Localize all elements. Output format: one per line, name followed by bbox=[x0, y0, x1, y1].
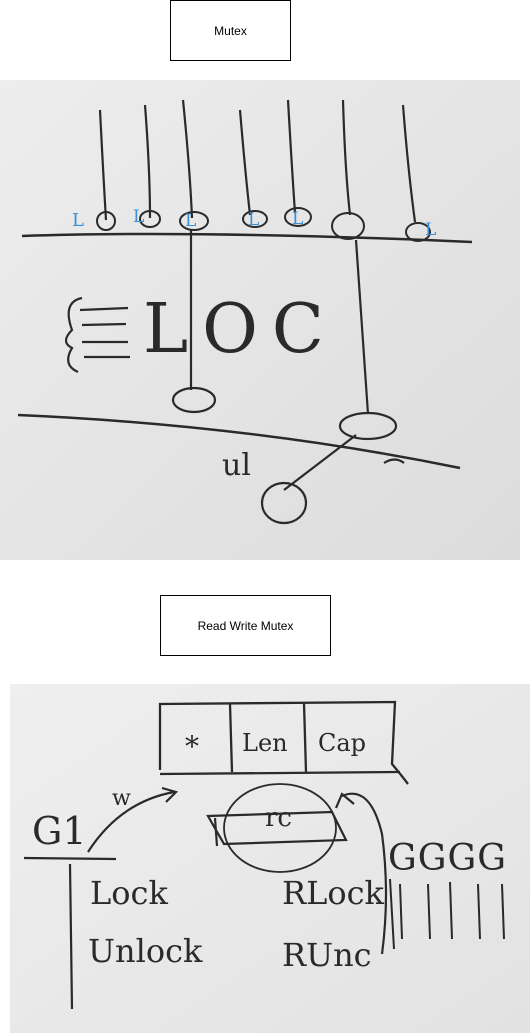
strand bbox=[98, 109, 108, 221]
rc-circle bbox=[223, 783, 337, 873]
group-line bbox=[389, 878, 395, 950]
brace-lines bbox=[79, 306, 130, 359]
lock-mark: L bbox=[292, 209, 303, 229]
mutex-title: Mutex bbox=[214, 23, 247, 38]
goroutine-group-lines bbox=[389, 878, 505, 950]
lock-mark: L bbox=[133, 207, 144, 227]
read-arrow bbox=[334, 792, 388, 955]
brace bbox=[64, 296, 83, 374]
resource-loop bbox=[171, 386, 217, 414]
lock-mark: L bbox=[425, 220, 436, 240]
loop bbox=[331, 212, 365, 240]
strand bbox=[238, 109, 252, 216]
goroutine-group-label: GGGG bbox=[388, 838, 507, 879]
loop bbox=[284, 207, 312, 227]
lock-mark: L bbox=[185, 211, 196, 231]
group-line bbox=[427, 883, 431, 940]
waiting-loop bbox=[260, 481, 308, 525]
runlock-label: RUnc bbox=[282, 936, 372, 974]
slice-box-bottom bbox=[159, 770, 401, 776]
rw-mutex-title-box: Read Write Mutex bbox=[160, 595, 331, 656]
g1-underline bbox=[23, 856, 117, 861]
rc-label: rc bbox=[265, 803, 292, 833]
loop bbox=[139, 210, 161, 228]
group-line bbox=[477, 883, 481, 940]
lock-label: Lock bbox=[90, 874, 168, 912]
mutex-title-box: Mutex bbox=[170, 0, 291, 61]
lock-marks: L L L L L L bbox=[72, 207, 436, 240]
rw-mutex-title: Read Write Mutex bbox=[197, 618, 294, 633]
strand bbox=[286, 99, 297, 214]
slice-len-label: Len bbox=[242, 729, 288, 757]
rc-tick bbox=[213, 817, 219, 847]
mutex-whiteboard-image: L L L L L L LOC ul bbox=[0, 80, 520, 560]
top-line bbox=[21, 232, 473, 244]
group-line bbox=[449, 881, 453, 940]
goroutine-label: G1 bbox=[32, 809, 87, 853]
resource-loop bbox=[338, 411, 398, 441]
rc-box bbox=[206, 810, 348, 846]
strand-loops bbox=[96, 207, 431, 242]
rw-mutex-whiteboard-image: * Len Cap G1 w rc Lock Unlock RLock RUnc… bbox=[10, 684, 530, 1033]
slice-cap-label: Cap bbox=[318, 729, 366, 757]
write-arrow bbox=[87, 786, 179, 853]
strand bbox=[181, 99, 194, 219]
ul-label: ul bbox=[222, 448, 251, 483]
rlock-label: RLock bbox=[282, 874, 385, 912]
loc-text: LOC bbox=[143, 290, 338, 369]
bottom-line bbox=[17, 413, 461, 470]
strand bbox=[341, 99, 352, 216]
slice-ptr-label: * bbox=[185, 730, 199, 763]
loop bbox=[179, 211, 209, 231]
loop bbox=[242, 210, 268, 228]
brace-line bbox=[79, 306, 129, 312]
slice-divider bbox=[302, 702, 308, 773]
group-line bbox=[501, 883, 505, 940]
mutex-diagram: L L L L L L LOC ul bbox=[0, 80, 520, 560]
brace-line bbox=[81, 322, 127, 327]
connector bbox=[283, 434, 357, 491]
goroutine-strands bbox=[98, 99, 417, 223]
tick bbox=[383, 458, 405, 464]
unlock-label: Unlock bbox=[88, 932, 203, 970]
slice-header bbox=[158, 700, 409, 785]
strand bbox=[401, 104, 417, 223]
loop bbox=[96, 211, 116, 231]
whiteboard-background bbox=[0, 80, 520, 560]
strand bbox=[143, 104, 152, 219]
group-line bbox=[399, 883, 403, 940]
write-label: w bbox=[112, 786, 131, 811]
rw-mutex-diagram: * Len Cap G1 w rc Lock Unlock RLock RUnc… bbox=[10, 684, 530, 1033]
drop-line bbox=[354, 239, 370, 415]
timeline-bar bbox=[68, 863, 74, 1010]
slice-divider bbox=[228, 703, 234, 773]
lock-mark: L bbox=[248, 210, 259, 230]
lock-mark: L bbox=[72, 210, 84, 231]
